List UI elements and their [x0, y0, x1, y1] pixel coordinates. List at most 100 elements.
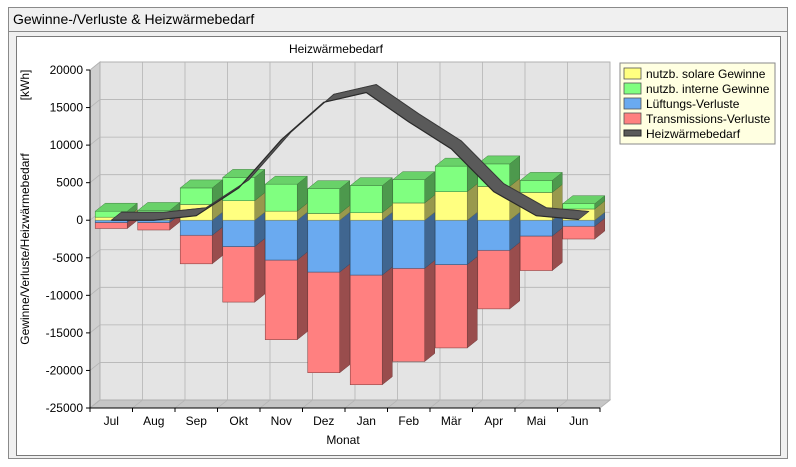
x-axis-label: Monat: [326, 433, 360, 447]
bar-front: [392, 219, 426, 269]
x-tick-label: Sep: [186, 414, 208, 428]
bar-front: [477, 249, 511, 310]
x-gridline: [599, 62, 611, 409]
bar-front: [137, 222, 171, 231]
legend-box: [619, 62, 776, 145]
bar-front: [392, 179, 426, 204]
bar-front: [477, 219, 511, 251]
bar-top: [94, 202, 138, 212]
bar-side: [339, 211, 350, 273]
bar-front: [264, 259, 298, 340]
y-tick-label: 0: [76, 213, 83, 227]
x-tick-label: Mai: [527, 414, 546, 428]
bar-front: [179, 234, 213, 265]
bar-front: [307, 271, 341, 373]
bar-front: [264, 210, 298, 221]
axes: 20000 15000 10000 5000 0 -5000 -10000 -15000 -20…: [46, 63, 601, 428]
x-tick-label: Apr: [484, 414, 503, 428]
x-tick-label: Nov: [271, 414, 292, 428]
chart-title: Heizwärmebedarf: [289, 42, 384, 56]
chart-svg: 20000 15000 10000 5000 0 -5000 -10000 -15000 -20…: [18, 42, 776, 447]
y-tick-label: 15000: [50, 101, 84, 115]
bar-top: [179, 179, 223, 189]
x-gridline: [514, 62, 526, 409]
x-tick-label: Feb: [398, 414, 419, 428]
legend-swatch: [623, 82, 642, 95]
bar-top: [562, 195, 606, 204]
x-gridline: [174, 62, 186, 409]
x-tick-label: Jul: [104, 414, 119, 428]
bar-side: [297, 211, 308, 261]
legend-label: Heizwärmebedarf: [646, 127, 741, 141]
bar-side: [467, 256, 478, 349]
bar-top: [307, 180, 351, 189]
bar-side: [424, 259, 435, 362]
x-gridline: [89, 62, 101, 409]
bar-top: [137, 202, 181, 211]
y-tick-label: -5000: [52, 251, 83, 265]
x-tick-label: Aug: [143, 414, 164, 428]
x-tick-label: Jun: [569, 414, 588, 428]
legend-label: nutzb. interne Gewinne: [646, 82, 770, 96]
bar-front: [392, 202, 426, 221]
bar-side: [467, 211, 478, 266]
x-gridline: [387, 62, 398, 409]
x-tick-label: Jan: [357, 414, 376, 428]
bar-front: [222, 219, 256, 247]
legend-swatch: [623, 97, 642, 110]
bar-front: [222, 200, 256, 221]
bar-front: [179, 219, 213, 236]
y-tick-label: -20000: [46, 363, 84, 377]
bar-front: [562, 219, 596, 227]
bar-front: [222, 246, 256, 303]
bar-front: [434, 219, 468, 265]
bar-front: [307, 219, 341, 273]
bar-front: [349, 185, 383, 214]
line-back-edge: [121, 83, 589, 213]
x-gridline: [302, 62, 313, 409]
legend-label: Transmissions-Verluste: [646, 112, 771, 126]
legend-swatch: [623, 112, 642, 125]
bar-top: [477, 155, 521, 165]
x-tick-label: Mär: [441, 414, 462, 428]
bar-side: [339, 263, 350, 374]
bar-side: [382, 266, 393, 386]
bar-top: [392, 171, 436, 180]
bar-front: [519, 180, 553, 193]
bar-front: [307, 213, 341, 221]
bar-series: [94, 155, 606, 386]
bar-front: [434, 264, 468, 349]
chart-frame: 20000 15000 10000 5000 0 -5000 -10000 -15000 -20…: [16, 36, 781, 456]
bar-side: [382, 211, 393, 276]
y-tick-label: -25000: [46, 401, 84, 415]
bar-front: [392, 267, 426, 362]
y-axis-label: Gewinne/Verluste/Heizwärmebedarf: [18, 153, 32, 345]
bar-front: [264, 219, 298, 261]
y-tick-label: 20000: [50, 63, 84, 77]
bar-front: [519, 235, 553, 271]
bar-front: [307, 188, 341, 214]
y-tick-label: -15000: [46, 326, 84, 340]
bar-front: [434, 191, 468, 221]
legend-swatch: [623, 129, 642, 137]
chart-panel: Gewinne-/Verluste & Heizwärmebedarf 2000…: [8, 7, 788, 459]
bar-top: [349, 177, 393, 186]
x-gridline: [259, 62, 271, 409]
title-divider: [9, 31, 787, 32]
bar-front: [264, 183, 298, 212]
bar-front: [349, 219, 383, 276]
y-tick-label: 10000: [50, 138, 84, 152]
y-tick-label: -10000: [46, 288, 84, 302]
bar-front: [434, 165, 468, 192]
bar-front: [222, 177, 256, 201]
panel-title: Gewinne-/Verluste & Heizwärmebedarf: [13, 11, 255, 27]
legend-swatch: [623, 67, 642, 80]
line-series: [110, 83, 590, 221]
bar-top: [519, 172, 563, 181]
bar-front: [349, 212, 383, 221]
bar-front: [349, 274, 383, 386]
side-wall: [89, 61, 101, 409]
bar-front: [519, 219, 553, 237]
legend-label: nutzb. solare Gewinne: [646, 67, 766, 81]
